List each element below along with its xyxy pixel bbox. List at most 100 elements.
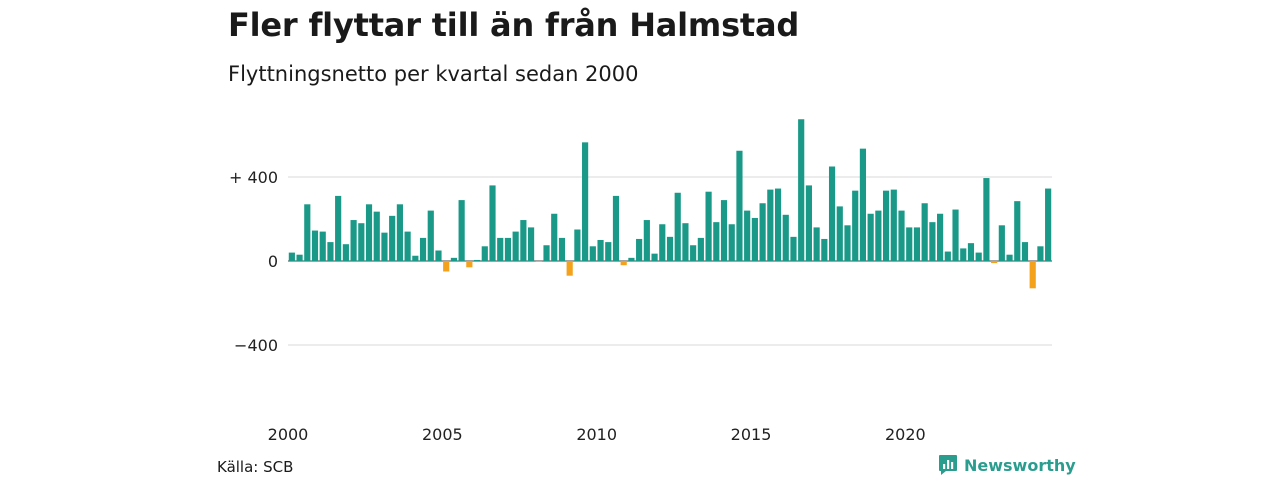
bar bbox=[512, 231, 519, 261]
brand-name: Newsworthy bbox=[964, 455, 1076, 475]
bar bbox=[643, 220, 650, 261]
bar bbox=[705, 191, 712, 261]
bar bbox=[991, 261, 998, 264]
bar bbox=[844, 225, 851, 261]
bar bbox=[967, 243, 975, 261]
bar bbox=[852, 190, 859, 261]
bar bbox=[636, 238, 643, 261]
bar bbox=[489, 185, 496, 261]
bar bbox=[304, 204, 311, 261]
y-tick-label: + 400 bbox=[229, 168, 278, 187]
brand-logo: Newsworthy bbox=[938, 454, 1076, 476]
bar bbox=[759, 203, 766, 261]
bar bbox=[728, 224, 735, 261]
x-axis-labels: 2000 2005 2010 2015 2020 bbox=[268, 425, 926, 444]
chart-subtitle: Flyttningsnetto per kvartal sedan 2000 bbox=[228, 62, 639, 86]
bar bbox=[782, 214, 789, 261]
bar bbox=[929, 222, 936, 261]
bar bbox=[389, 215, 396, 261]
bar bbox=[898, 210, 905, 261]
bar bbox=[798, 119, 805, 261]
bar bbox=[566, 261, 573, 276]
bar bbox=[520, 220, 527, 261]
bar bbox=[481, 246, 488, 261]
bar bbox=[358, 223, 365, 261]
bar bbox=[319, 231, 326, 261]
bar bbox=[906, 227, 913, 261]
bar bbox=[412, 255, 419, 261]
bar bbox=[311, 230, 319, 261]
bar bbox=[350, 220, 357, 261]
bar bbox=[612, 195, 620, 261]
bar bbox=[373, 211, 380, 261]
x-tick-label: 2005 bbox=[422, 425, 463, 444]
bar bbox=[443, 261, 450, 272]
bar bbox=[937, 213, 944, 261]
bar bbox=[690, 245, 697, 261]
bar bbox=[913, 227, 921, 261]
bar bbox=[767, 189, 774, 261]
bar bbox=[1006, 254, 1013, 261]
bar bbox=[504, 237, 512, 261]
chart-title: Fler flyttar till än från Halmstad bbox=[228, 6, 800, 44]
bar bbox=[628, 257, 635, 261]
bars bbox=[288, 119, 1052, 289]
bar bbox=[751, 217, 758, 261]
bar bbox=[396, 204, 403, 261]
bar bbox=[1021, 242, 1029, 261]
y-tick-label: 0 bbox=[268, 252, 278, 271]
y-axis-labels: + 400 0 −400 bbox=[229, 168, 278, 355]
bar bbox=[744, 210, 751, 261]
bar bbox=[790, 236, 797, 261]
bar bbox=[450, 257, 457, 261]
bar bbox=[1029, 261, 1036, 289]
bar bbox=[605, 242, 612, 261]
bar bbox=[458, 200, 465, 261]
bar bbox=[944, 251, 951, 261]
bar bbox=[998, 225, 1005, 261]
bar bbox=[381, 232, 388, 261]
bar bbox=[419, 237, 427, 261]
bar bbox=[535, 261, 542, 262]
bar bbox=[720, 200, 728, 261]
bar bbox=[1037, 246, 1044, 261]
bar bbox=[597, 240, 604, 261]
bar bbox=[435, 250, 442, 261]
bar bbox=[327, 242, 334, 261]
bar bbox=[674, 192, 681, 261]
bar bbox=[813, 227, 820, 261]
x-tick-label: 2010 bbox=[576, 425, 617, 444]
bar bbox=[427, 210, 434, 261]
bar bbox=[952, 209, 959, 261]
bar bbox=[1014, 201, 1021, 261]
bar bbox=[620, 261, 627, 266]
bar bbox=[736, 150, 743, 261]
bar bbox=[713, 222, 720, 261]
bar bbox=[466, 261, 473, 268]
bar bbox=[828, 166, 836, 261]
bar bbox=[574, 229, 581, 261]
bar bbox=[582, 142, 589, 261]
bar bbox=[288, 252, 295, 261]
bar bbox=[342, 244, 349, 261]
bar bbox=[558, 237, 566, 261]
bar bbox=[890, 189, 897, 261]
x-tick-label: 2020 bbox=[885, 425, 926, 444]
bar bbox=[543, 245, 550, 261]
x-tick-label: 2000 bbox=[268, 425, 309, 444]
bar bbox=[365, 204, 373, 261]
x-tick-label: 2015 bbox=[731, 425, 772, 444]
bar bbox=[875, 210, 882, 261]
bar bbox=[1045, 188, 1052, 261]
bar bbox=[651, 253, 658, 261]
bar bbox=[821, 238, 828, 261]
bar bbox=[551, 213, 558, 261]
bar bbox=[497, 237, 504, 261]
bar bbox=[589, 246, 596, 261]
bar bbox=[867, 213, 874, 261]
bar bbox=[697, 237, 704, 261]
y-tick-label: −400 bbox=[234, 336, 278, 355]
bar bbox=[774, 188, 782, 261]
bar bbox=[859, 148, 867, 261]
